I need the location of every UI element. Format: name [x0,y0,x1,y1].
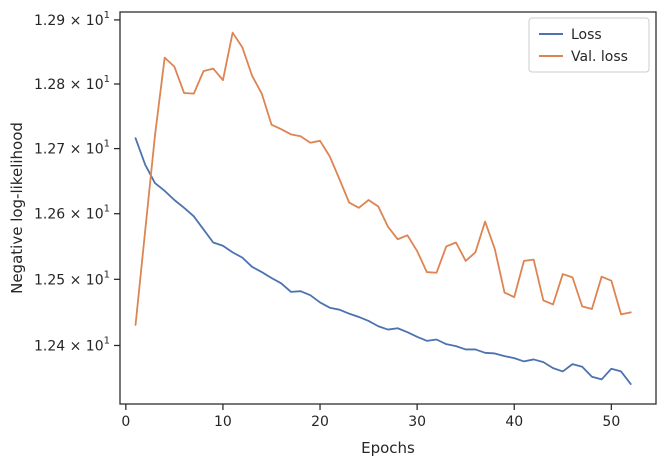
axes-layer: 0 10 20 30 40 50 1.24 × 101 1.25 × 101 1.26 × 10… [8,10,657,457]
legend-label-0: Loss [571,27,602,43]
y-tick-label: 1.26 × 101 [34,204,110,223]
x-tick-label: 40 [505,414,523,430]
x-tick-label: 0 [121,414,130,430]
series-line-1 [134,31,632,326]
series-line-0 [134,137,632,385]
y-axis-label: Negative log-likelihood [8,122,26,294]
x-tick-label: 20 [311,414,329,430]
y-tick-label: 1.27 × 101 [34,139,110,158]
legend-box [528,17,650,73]
plot-layer [134,31,632,385]
x-tick-label: 50 [602,414,620,430]
legend: Loss Val. loss [528,17,650,73]
x-tick-label: 10 [214,414,232,430]
y-tick-label: 1.25 × 101 [34,269,110,288]
legend-label-1: Val. loss [571,49,628,65]
x-tick-label: 30 [408,414,426,430]
x-axis-label: Epochs [361,439,415,457]
y-tick-label: 1.29 × 101 [34,10,110,29]
plot-frame [119,11,657,405]
y-tick-label: 1.28 × 101 [34,74,110,93]
y-tick-label: 1.24 × 101 [34,335,110,354]
